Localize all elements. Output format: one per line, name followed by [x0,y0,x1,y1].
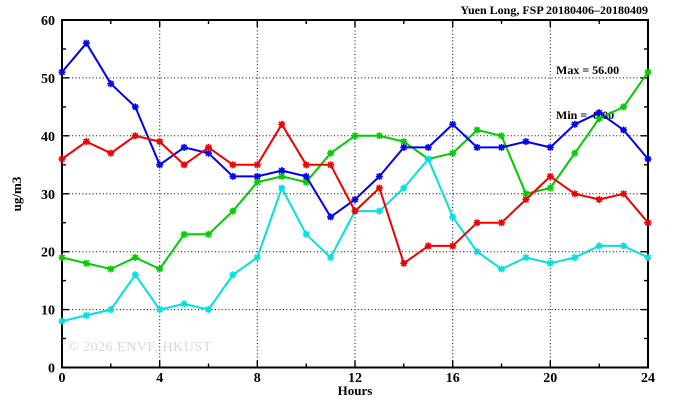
svg-text:8: 8 [254,371,261,386]
x-axis-label: Hours [337,383,373,398]
svg-text:20: 20 [41,246,55,261]
svg-text:40: 40 [41,130,55,145]
svg-text:30: 30 [41,188,55,203]
svg-text:12: 12 [348,371,362,386]
chart-title: Yuen Long, FSP 20180406–20180409 [460,3,648,17]
svg-text:0: 0 [48,362,55,377]
svg-text:50: 50 [41,72,55,87]
svg-text:16: 16 [446,371,460,386]
max-value-label: Max = 56.00 [556,63,620,77]
svg-text:10: 10 [41,304,55,319]
svg-text:24: 24 [641,371,655,386]
svg-text:0: 0 [59,371,66,386]
svg-text:4: 4 [156,371,163,386]
svg-text:20: 20 [543,371,557,386]
svg-text:60: 60 [41,14,55,29]
watermark: © 2026 ENVF, HKUST [68,340,212,355]
